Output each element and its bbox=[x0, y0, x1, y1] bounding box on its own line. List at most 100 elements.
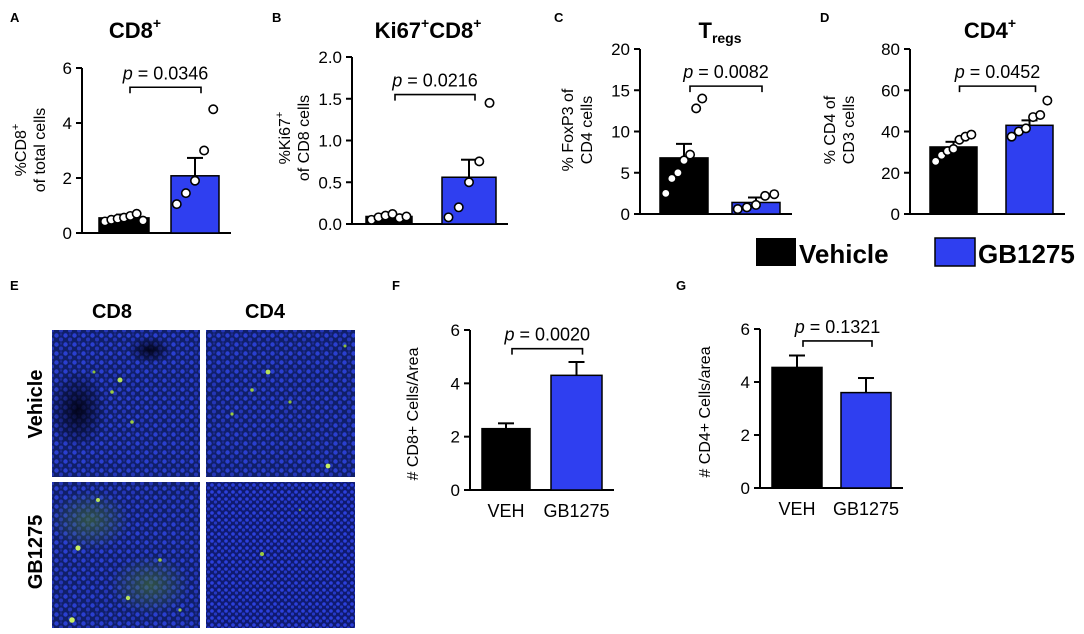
data-point bbox=[138, 215, 149, 226]
p-value-label: p = 0.0082 bbox=[682, 62, 769, 82]
y-tick-label: 2 bbox=[451, 428, 460, 447]
ylabel-d-line2: CD3 cells bbox=[841, 96, 858, 164]
micro-image-vehicle-cd4 bbox=[206, 330, 355, 477]
data-point bbox=[199, 145, 210, 156]
micro-col-cd4: CD4 bbox=[245, 301, 286, 323]
significance-bracket bbox=[802, 340, 873, 347]
p-value: = 0.0216 bbox=[407, 71, 478, 91]
y-tick-label: 40 bbox=[881, 123, 900, 142]
p-symbol: p bbox=[954, 62, 970, 82]
y-tick-label: 4 bbox=[451, 374, 460, 393]
ylabel-f: # CD8+ Cells/Area bbox=[405, 347, 422, 480]
p-value-label: p = 0.0452 bbox=[954, 62, 1041, 82]
data-point bbox=[760, 190, 771, 201]
title-b-main-2: CD8 bbox=[429, 18, 473, 43]
micro-image-vehicle-cd8 bbox=[50, 330, 200, 477]
data-point bbox=[443, 212, 454, 223]
chart-a-cd8: 0 2 4 6 p = 0.0346 bbox=[63, 59, 231, 243]
legend-label-vehicle: Vehicle bbox=[799, 239, 889, 269]
micro-row-vehicle: Vehicle bbox=[25, 370, 47, 439]
data-point bbox=[685, 149, 696, 160]
title-d-main: CD4 bbox=[964, 18, 1009, 43]
data-point bbox=[463, 177, 474, 188]
chart-b-ki67-cd8: 0.0 0.5 1.0 1.5 2.0 p = 0.0216 bbox=[318, 48, 508, 234]
p-value: = 0.0452 bbox=[970, 62, 1041, 82]
ylabel-d: % CD4 of CD3 cells bbox=[822, 95, 858, 164]
ylabel-g-line1: # CD4+ Cells/area bbox=[697, 346, 714, 477]
p-value-label: p = 0.0020 bbox=[503, 325, 590, 345]
data-point bbox=[190, 175, 201, 186]
x-category-label: VEH bbox=[778, 499, 815, 519]
ylabel-b: %Ki67+ of CD8 cells bbox=[274, 95, 313, 181]
significance-bracket bbox=[394, 93, 476, 101]
data-point bbox=[131, 208, 142, 219]
ylabel-f-line1: # CD8+ Cells/Area bbox=[405, 347, 422, 480]
y-tick-label: 0 bbox=[63, 224, 72, 243]
p-value-label: p = 0.0216 bbox=[391, 71, 478, 91]
micro-row-gb1275: GB1275 bbox=[25, 515, 47, 590]
title-a-main: CD8 bbox=[109, 18, 153, 43]
title-a-sup: + bbox=[153, 15, 161, 31]
panel-letter-a: A bbox=[10, 10, 20, 25]
data-point bbox=[750, 199, 761, 210]
panel-letter-f: F bbox=[392, 278, 400, 293]
svg-text:%CD8+: %CD8+ bbox=[10, 124, 30, 177]
chart-d-cd4: 0 20 40 60 80 p = 0.0452 bbox=[881, 40, 1065, 224]
data-point bbox=[966, 129, 977, 140]
bar-gb1275 bbox=[840, 391, 892, 489]
p-symbol: p bbox=[122, 63, 138, 83]
chart-f-cd8-area: 0 2 4 6 VEH GB1275 p = 0.0020 bbox=[451, 321, 614, 521]
legend-label-gb1275: GB1275 bbox=[978, 239, 1075, 269]
ylabel-b-line1: %Ki67 bbox=[277, 118, 294, 164]
data-point bbox=[672, 167, 683, 178]
title-b: Ki67+CD8+ bbox=[375, 15, 482, 43]
svg-text:%Ki67+: %Ki67+ bbox=[274, 112, 294, 165]
bar-gb1275 bbox=[550, 374, 603, 491]
data-point bbox=[1020, 123, 1031, 134]
bar-vehicle bbox=[771, 366, 823, 489]
ylabel-a-line1: %CD8 bbox=[13, 130, 30, 176]
ylabel-a-line2: of total cells bbox=[32, 108, 49, 192]
p-value-label: p = 0.0346 bbox=[122, 63, 209, 83]
panel-letter-b: B bbox=[272, 10, 281, 25]
y-tick-label: 0.5 bbox=[318, 173, 342, 192]
title-c-sub: regs bbox=[712, 30, 742, 46]
significance-bracket bbox=[958, 85, 1037, 93]
data-point bbox=[769, 189, 780, 200]
y-tick-label: 0 bbox=[741, 479, 750, 498]
x-category-label: GB1275 bbox=[833, 499, 899, 519]
y-tick-label: 80 bbox=[881, 40, 900, 59]
p-value: = 0.0020 bbox=[519, 325, 590, 345]
data-point bbox=[180, 188, 191, 199]
ylabel-a-sup: + bbox=[10, 124, 22, 130]
y-tick-label: 0 bbox=[621, 205, 630, 224]
data-point bbox=[401, 211, 412, 222]
y-tick-label: 4 bbox=[741, 373, 750, 392]
p-symbol: p bbox=[794, 317, 810, 337]
title-d: CD4+ bbox=[964, 15, 1016, 43]
ylabel-g: # CD4+ Cells/area bbox=[697, 346, 714, 477]
p-symbol: p bbox=[503, 325, 519, 345]
data-point bbox=[660, 188, 671, 199]
p-value: = 0.1321 bbox=[810, 317, 881, 337]
data-point bbox=[171, 199, 182, 210]
panel-letter-d: D bbox=[820, 10, 829, 25]
significance-bracket bbox=[511, 347, 584, 355]
y-tick-label: 6 bbox=[63, 59, 72, 78]
svg-text:% FoxP3 of: % FoxP3 of bbox=[560, 88, 577, 171]
data-point bbox=[1006, 131, 1017, 142]
title-d-sup: + bbox=[1008, 15, 1016, 31]
data-point bbox=[1042, 95, 1053, 106]
y-tick-label: 2 bbox=[63, 169, 72, 188]
p-value: = 0.0082 bbox=[698, 62, 769, 82]
p-symbol: p bbox=[682, 62, 698, 82]
data-point bbox=[697, 93, 708, 104]
data-point bbox=[484, 97, 495, 108]
p-value: = 0.0346 bbox=[138, 63, 209, 83]
ylabel-c-line1: % FoxP3 of bbox=[560, 88, 577, 171]
data-point bbox=[741, 202, 752, 213]
title-b-sup: + bbox=[421, 15, 429, 31]
data-point bbox=[948, 144, 959, 155]
chart-g-cd4-area: 0 2 4 6 VEH GB1275 p = 0.1321 bbox=[741, 317, 903, 519]
y-tick-label: 0 bbox=[451, 481, 460, 500]
